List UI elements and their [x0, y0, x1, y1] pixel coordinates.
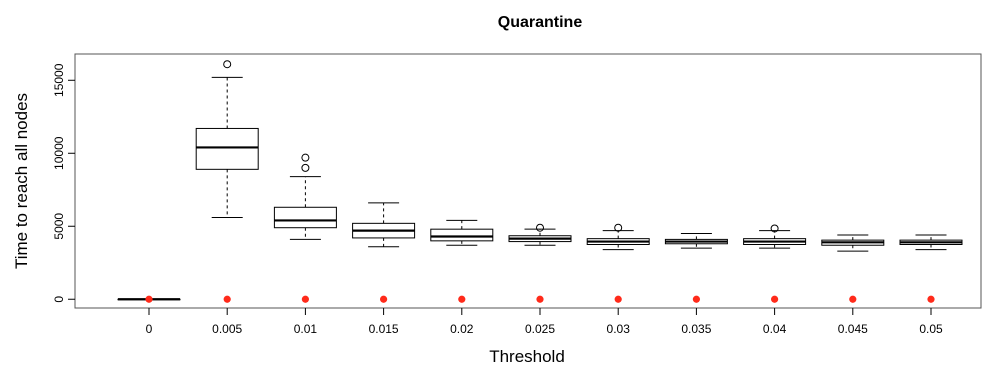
outlier-2-0: [301, 163, 310, 172]
x-tick-label-10: 0.05: [919, 322, 943, 336]
red-point-4: [458, 295, 466, 303]
outlier-2-1: [301, 153, 310, 162]
box-3: [352, 202, 416, 248]
box-1: [195, 60, 259, 218]
box-8: [743, 224, 807, 249]
y-tick-label-2: 10000: [52, 136, 66, 170]
red-point-9: [849, 295, 857, 303]
x-tick-label-7: 0.035: [681, 322, 711, 336]
box-rect: [273, 206, 337, 229]
red-point-8: [771, 295, 779, 303]
red-point-0: [145, 295, 153, 303]
x-tick-label-5: 0.025: [525, 322, 555, 336]
plot-frame: [74, 53, 982, 309]
red-point-5: [536, 295, 544, 303]
box-9: [821, 234, 885, 252]
red-point-3: [380, 295, 388, 303]
box-rect: [430, 228, 494, 242]
x-axis-label: Threshold: [489, 347, 565, 366]
x-tick-label-8: 0.04: [763, 322, 787, 336]
x-tick-label-6: 0.03: [607, 322, 631, 336]
chart-title: Quarantine: [498, 14, 583, 31]
y-axis: 0 5000 10000 15000: [52, 63, 75, 303]
box-4: [430, 219, 494, 246]
boxes: [117, 60, 963, 301]
red-point-6: [614, 295, 622, 303]
red-points: [145, 295, 935, 303]
outlier-6-0: [614, 223, 623, 232]
outlier-1-0: [223, 60, 232, 69]
x-tick-label-4: 0.02: [450, 322, 474, 336]
x-tick-label-3: 0.015: [369, 322, 399, 336]
outlier-5-0: [536, 223, 544, 232]
box-5: [508, 223, 572, 246]
box-7: [664, 233, 728, 249]
x-axis: 0 0.005 0.01 0.015 0.02 0.025 0.03 0.035 0.04 0.0…: [146, 308, 943, 336]
box-6: [586, 223, 650, 251]
box-10: [899, 234, 963, 251]
red-point-10: [927, 295, 935, 303]
red-point-7: [692, 295, 701, 303]
y-tick-label-1: 5000: [52, 213, 66, 240]
outlier-8-0: [770, 224, 779, 233]
box-2: [273, 153, 337, 240]
box-rect: [195, 127, 259, 170]
y-tick-label-3: 15000: [52, 63, 66, 97]
y-axis-label: Time to reach all nodes: [12, 93, 31, 269]
x-tick-label-0: 0: [146, 322, 153, 336]
red-point-2: [301, 295, 309, 303]
y-tick-label-0: 0: [52, 296, 66, 303]
x-tick-label-1: 0.005: [212, 322, 242, 336]
red-point-1: [223, 295, 231, 303]
x-tick-label-2: 0.01: [294, 322, 318, 336]
x-tick-label-9: 0.045: [838, 322, 868, 336]
